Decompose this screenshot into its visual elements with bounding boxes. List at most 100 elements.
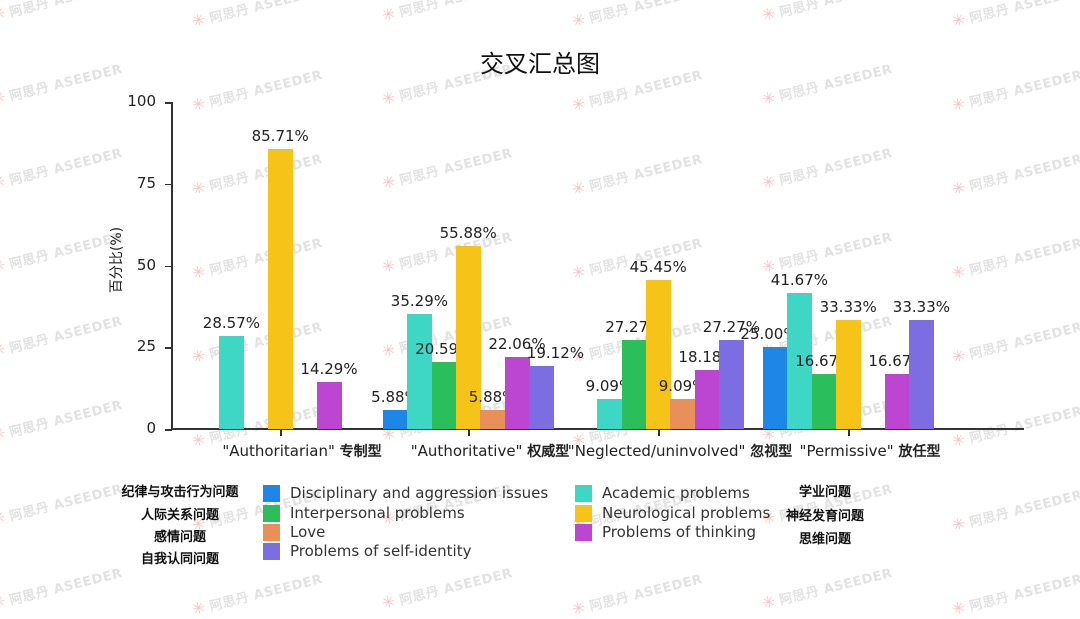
watermark-star-icon: ✳ <box>189 429 208 451</box>
watermark: ✳阿思丹 ASEEDER <box>949 571 1080 619</box>
legend-item[interactable]: Problems of self-identity <box>263 542 471 560</box>
bar-value-label: 33.33% <box>892 298 950 316</box>
watermark-star-icon: ✳ <box>379 339 398 361</box>
watermark: ✳阿思丹 ASEEDER <box>0 394 124 445</box>
legend-item[interactable]: Disciplinary and aggression issues <box>263 484 548 502</box>
bar-value-label: 85.71% <box>251 126 309 145</box>
bar <box>670 399 696 429</box>
watermark-star-icon: ✳ <box>0 255 8 277</box>
x-category-en: "Permissive" <box>799 442 899 460</box>
watermark: ✳阿思丹 ASEEDER <box>379 565 515 613</box>
legend-swatch-icon <box>575 484 592 502</box>
bar-value-label: 9.09% <box>658 377 707 396</box>
y-tick-mark <box>165 265 172 267</box>
watermark: ✳阿思丹 ASEEDER <box>0 562 124 613</box>
watermark-star-icon: ✳ <box>189 9 208 31</box>
y-tick-label: 75 <box>136 173 156 192</box>
legend-item[interactable]: Neurological problems <box>575 504 770 522</box>
bar-value-label: 9.09% <box>585 377 634 396</box>
watermark: ✳阿思丹 ASEEDER <box>0 142 124 193</box>
watermark-star-icon: ✳ <box>569 597 588 619</box>
legend-cn-label: 学业问题 <box>798 485 851 500</box>
y-tick-label: 50 <box>136 255 156 274</box>
y-tick-mark <box>165 183 172 186</box>
y-axis-line <box>171 102 173 430</box>
legend-swatch-icon <box>263 504 280 522</box>
watermark: ✳阿思丹 ASEEDER <box>189 235 325 283</box>
watermark: ✳阿思丹 ASEEDER <box>949 0 1080 31</box>
x-category-label: "Neglected/uninvolved" 忽视型 <box>568 441 792 461</box>
watermark: ✳阿思丹 ASEEDER <box>379 145 515 193</box>
x-tick-mark <box>848 430 850 436</box>
watermark-star-icon: ✳ <box>949 177 968 199</box>
y-tick-mark <box>165 347 172 349</box>
watermark: ✳阿思丹 ASEEDER <box>189 0 325 31</box>
bar <box>407 313 433 429</box>
bar <box>382 409 408 429</box>
watermark-star-icon: ✳ <box>759 87 778 109</box>
legend-cn-label: 思维问题 <box>798 532 851 547</box>
x-category-cn: 权威型 <box>527 444 570 460</box>
watermark-star-icon: ✳ <box>189 597 208 619</box>
legend-item[interactable]: Academic problems <box>575 484 750 502</box>
bar-value-label: 33.33% <box>819 298 877 316</box>
bar <box>909 320 935 429</box>
watermark: ✳阿思丹 ASEEDER <box>0 478 124 529</box>
bar-value-label: 27.27% <box>702 317 760 336</box>
watermark: ✳阿思丹 ASEEDER <box>0 0 124 25</box>
bar <box>529 366 555 429</box>
legend-item[interactable]: Interpersonal problems <box>263 504 465 522</box>
bar <box>621 339 647 429</box>
watermark-star-icon: ✳ <box>0 171 8 193</box>
x-tick-mark <box>468 430 470 436</box>
watermark-star-icon: ✳ <box>379 255 398 277</box>
legend-item[interactable]: Love <box>263 523 325 541</box>
x-category-label: "Permissive" 放任型 <box>800 441 941 461</box>
watermark: ✳阿思丹 ASEEDER <box>949 403 1080 451</box>
x-category-en: "Authoritarian" <box>222 442 340 460</box>
bar <box>431 361 457 429</box>
watermark-star-icon: ✳ <box>189 345 208 367</box>
legend-cn-label: 感情问题 <box>153 530 206 545</box>
bar <box>646 280 671 429</box>
watermark: ✳阿思丹 ASEEDER <box>949 151 1080 199</box>
bar <box>268 148 293 429</box>
watermark: ✳阿思丹 ASEEDER <box>949 235 1080 283</box>
watermark: ✳阿思丹 ASEEDER <box>949 319 1080 367</box>
legend-label: Academic problems <box>602 484 750 502</box>
x-category-cn: 放任型 <box>898 444 941 460</box>
watermark-star-icon: ✳ <box>379 3 398 25</box>
x-category-cn: 忽视型 <box>750 444 793 460</box>
watermark: ✳阿思丹 ASEEDER <box>569 151 705 199</box>
bar-value-label: 45.45% <box>629 258 687 277</box>
x-category-en: "Neglected/uninvolved" <box>567 442 751 460</box>
legend-cn-label: 纪律与攻击行为问题 <box>121 485 239 500</box>
watermark-star-icon: ✳ <box>759 171 778 193</box>
bar-value-label: 5.88% <box>371 387 419 406</box>
watermark-star-icon: ✳ <box>0 591 8 613</box>
watermark-star-icon: ✳ <box>189 93 208 115</box>
watermark: ✳阿思丹 ASEEDER <box>569 571 705 619</box>
watermark: ✳阿思丹 ASEEDER <box>759 565 895 613</box>
bar <box>219 335 245 429</box>
bar <box>504 356 530 429</box>
watermark-star-icon: ✳ <box>949 513 968 535</box>
chart-title: 交叉汇总图 <box>480 50 600 78</box>
bar <box>762 347 788 429</box>
legend-label: Problems of thinking <box>602 523 757 541</box>
watermark-star-icon: ✳ <box>759 3 778 25</box>
watermark-star-icon: ✳ <box>379 87 398 109</box>
y-tick-label: 100 <box>127 92 156 110</box>
legend-swatch-icon <box>263 542 280 560</box>
legend-swatch-icon <box>575 523 592 541</box>
watermark: ✳阿思丹 ASEEDER <box>760 0 894 25</box>
bar-value-label: 19.12% <box>526 344 584 363</box>
watermark-star-icon: ✳ <box>0 339 8 361</box>
x-category-label: "Authoritative" 权威型 <box>411 441 569 461</box>
bar <box>787 292 813 429</box>
watermark: ✳阿思丹 ASEEDER <box>189 571 325 619</box>
legend-item[interactable]: Problems of thinking <box>575 523 756 541</box>
legend-swatch-icon <box>263 484 280 502</box>
bar-value-label: 5.88% <box>468 387 517 406</box>
watermark: ✳阿思丹 ASEEDER <box>0 310 124 361</box>
